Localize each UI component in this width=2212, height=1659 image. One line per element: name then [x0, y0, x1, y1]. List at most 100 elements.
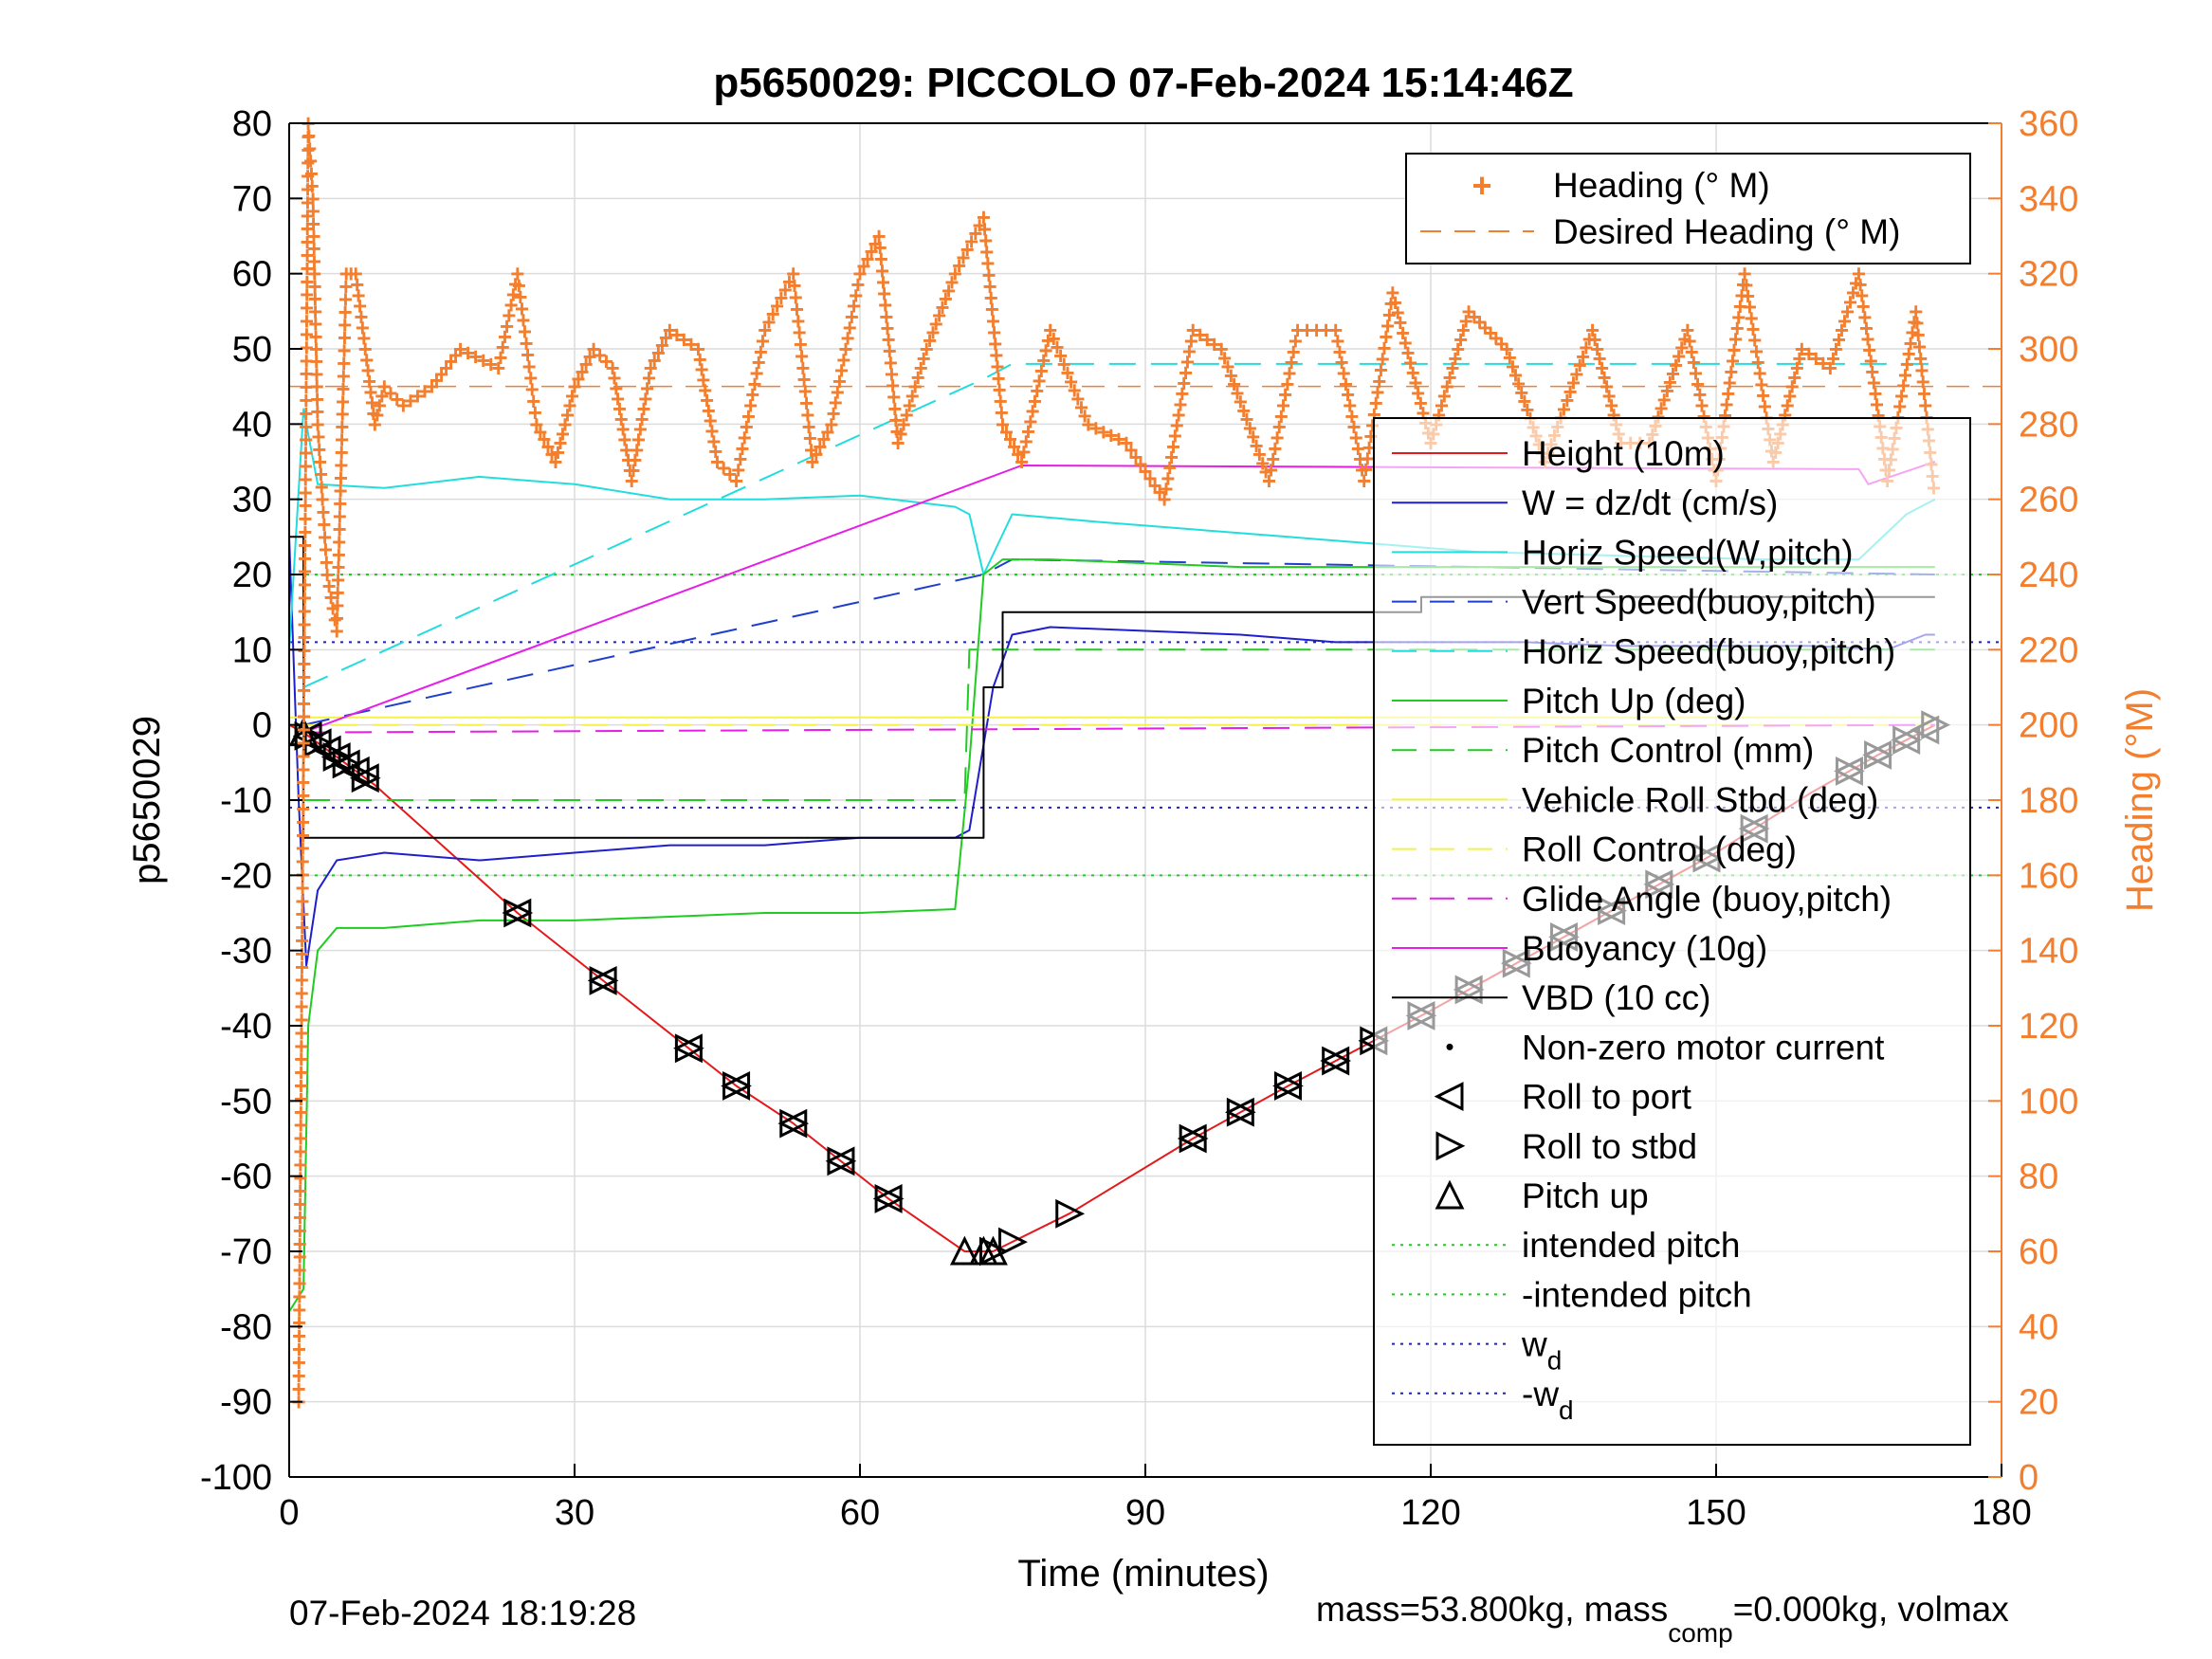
heading-marker: +	[297, 623, 311, 651]
heading-marker: +	[300, 241, 314, 269]
heading-marker: +	[988, 329, 1002, 357]
heading-marker: +	[1053, 341, 1068, 370]
heading-marker: +	[700, 386, 714, 414]
y-right-tick-label: 320	[2019, 255, 2078, 295]
heading-marker: +	[1164, 443, 1179, 471]
heading-marker: +	[1284, 348, 1298, 376]
heading-marker: +	[973, 211, 987, 240]
heading-marker: +	[1506, 352, 1520, 380]
heading-marker: +	[316, 485, 330, 514]
legend-label: Roll to port	[1522, 1078, 1692, 1117]
y-right-tick-label: 300	[2019, 330, 2078, 370]
heading-marker: +	[338, 323, 352, 352]
heading-marker: +	[297, 741, 311, 770]
heading-marker: +	[361, 356, 375, 385]
heading-marker: +	[1104, 421, 1118, 449]
heading-marker: +	[900, 400, 914, 428]
heading-marker: +	[897, 410, 911, 438]
heading-marker: +	[1147, 471, 1161, 500]
x-tick-label: 60	[840, 1493, 880, 1533]
legend-label: Vehicle Roll Stbd (deg)	[1522, 780, 1878, 819]
heading-marker: +	[747, 370, 761, 398]
heading-marker: +	[894, 419, 908, 447]
heading-marker: +	[1064, 367, 1078, 395]
heading-marker: +	[529, 410, 543, 438]
heading-marker: +	[891, 428, 905, 457]
heading-layer: ++++++++++++++++++++++++++++++++++++++++…	[291, 109, 1941, 1416]
heading-marker: +	[1472, 308, 1487, 337]
heading-marker: +	[297, 689, 311, 718]
heading-marker: +	[1255, 448, 1270, 477]
heading-marker: +	[1483, 319, 1497, 347]
heading-marker: +	[296, 808, 310, 836]
heading-marker: +	[1016, 437, 1031, 465]
heading-marker: +	[792, 319, 806, 347]
heading-marker: +	[295, 926, 309, 955]
heading-marker: +	[722, 460, 737, 488]
heading-marker: +	[1864, 347, 1878, 375]
legend-label: -intended pitch	[1522, 1275, 1752, 1314]
heading-marker: +	[294, 1045, 308, 1073]
heading-marker: +	[993, 375, 1007, 404]
heading-marker: +	[556, 419, 570, 447]
y-tick-label: -90	[220, 1383, 272, 1423]
heading-marker: +	[816, 425, 831, 453]
heading-marker: +	[795, 341, 809, 370]
heading-marker: +	[609, 374, 623, 402]
heading-marker: +	[297, 649, 311, 678]
heading-marker: +	[344, 260, 358, 288]
heading-marker: +	[309, 359, 323, 388]
legend-top-box	[1405, 153, 1971, 264]
heading-marker: +	[292, 1295, 306, 1323]
heading-marker: +	[702, 396, 716, 425]
heading-marker: +	[1007, 432, 1021, 461]
heading-marker: +	[1369, 389, 1383, 417]
heading-marker: +	[298, 596, 312, 625]
heading-marker: +	[704, 407, 718, 435]
heading-marker: +	[917, 344, 931, 373]
heading-marker: +	[301, 214, 315, 243]
heading-marker: +	[300, 319, 314, 348]
heading-marker: +	[1590, 335, 1604, 363]
heading-marker: +	[663, 316, 677, 344]
heading-marker: +	[352, 281, 366, 309]
heading-marker: +	[774, 283, 788, 312]
heading-marker: +	[522, 352, 537, 380]
heading-marker: +	[809, 440, 823, 468]
heading-marker: +	[1143, 464, 1157, 492]
roll-to-stbd-marker	[503, 898, 534, 928]
roll-to-stbd-marker	[722, 1071, 752, 1101]
heading-marker: +	[885, 359, 899, 388]
heading-marker: +	[1892, 392, 1907, 421]
heading-marker: +	[1414, 389, 1428, 417]
y-tick-label: 0	[252, 706, 272, 746]
heading-marker: +	[1849, 269, 1863, 298]
heading-marker: +	[312, 435, 326, 464]
heading-marker: +	[1520, 395, 1534, 424]
heading-marker: +	[298, 557, 312, 586]
heading-marker: +	[1727, 336, 1741, 364]
heading-marker: +	[293, 1137, 307, 1165]
heading-marker: +	[300, 267, 314, 296]
heading-marker: +	[1268, 434, 1282, 463]
heading-marker: +	[1070, 384, 1085, 412]
heading-marker: +	[614, 405, 629, 433]
heading-marker: +	[553, 428, 567, 457]
heading-marker: +	[299, 399, 313, 428]
heading-marker: +	[1215, 335, 1229, 363]
heading-marker: +	[593, 341, 607, 370]
legend-label: W = dz/dt (cm/s)	[1522, 483, 1778, 522]
legend-top: + Heading (° M) Desired Heading (° M)	[1405, 153, 1971, 264]
heading-marker: +	[964, 228, 978, 256]
heading-marker: +	[292, 1308, 306, 1337]
legend-label: Glide Angle (buoy,pitch)	[1522, 880, 1892, 919]
heading-marker: +	[333, 489, 347, 518]
heading-marker: +	[879, 302, 893, 331]
legend-label: Height (10m)	[1522, 434, 1725, 473]
heading-marker: +	[1832, 325, 1846, 354]
x-tick-label: 150	[1686, 1493, 1746, 1533]
heading-marker: +	[684, 330, 698, 358]
heading-marker: +	[843, 313, 857, 341]
heading-marker: +	[296, 848, 310, 876]
heading-marker: +	[1856, 292, 1871, 320]
